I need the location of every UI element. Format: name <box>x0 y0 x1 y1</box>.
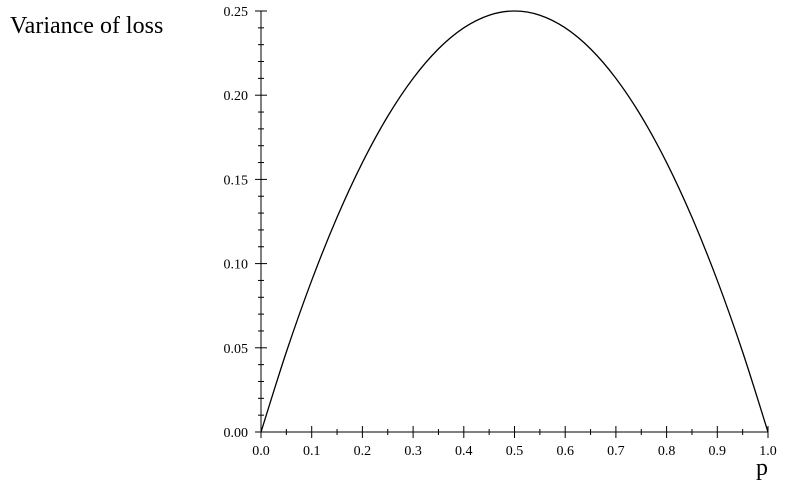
x-axis: 0.0 0.1 0.2 0.3 0.4 0.5 0.6 0.7 0.8 0.9 1.0 <box>252 426 777 459</box>
y-tick-label: 0.25 <box>224 5 249 20</box>
x-tick-label: 0.4 <box>455 444 473 459</box>
x-tick-label: 0.0 <box>252 444 270 459</box>
x-tick-label: 0.1 <box>303 444 321 459</box>
variance-curve <box>260 10 769 433</box>
y-tick-label: 0.00 <box>224 426 249 441</box>
x-tick-label: 0.7 <box>607 444 625 459</box>
x-tick-label: 0.6 <box>556 444 574 459</box>
x-tick-label: 0.3 <box>404 444 422 459</box>
x-tick-label: 0.2 <box>354 444 372 459</box>
x-axis-title: p <box>756 455 768 481</box>
y-ticks: 0.00 0.05 0.10 0.15 0.20 0.25 <box>224 5 267 441</box>
x-tick-label: 0.9 <box>709 444 727 459</box>
x-ticks: 0.0 0.1 0.2 0.3 0.4 0.5 0.6 0.7 0.8 0.9 1.0 <box>252 426 777 459</box>
y-axis: 0.00 0.05 0.10 0.15 0.20 0.25 <box>224 5 267 441</box>
y-tick-label: 0.05 <box>224 342 249 357</box>
y-tick-label: 0.15 <box>224 173 249 188</box>
y-tick-label: 0.10 <box>224 258 249 273</box>
x-tick-label: 1.0 <box>759 444 777 459</box>
y-axis-title: Variance of loss <box>10 13 163 39</box>
x-tick-label: 0.5 <box>506 444 524 459</box>
x-tick-label: 0.8 <box>658 444 676 459</box>
y-tick-label: 0.20 <box>224 89 249 104</box>
